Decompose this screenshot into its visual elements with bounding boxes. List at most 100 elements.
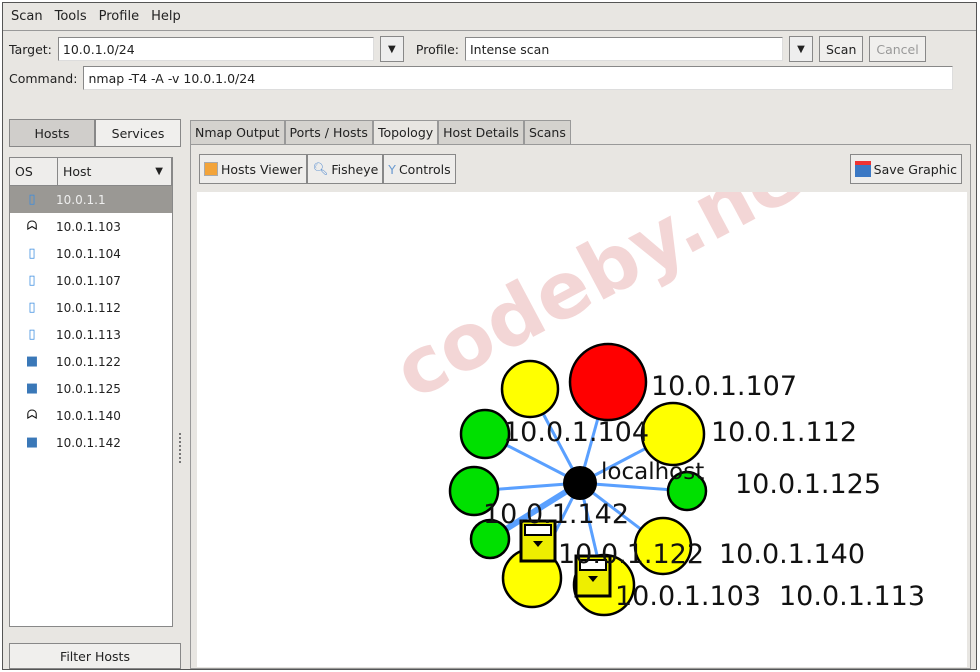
profile-label: Profile: bbox=[415, 41, 459, 57]
floppy-disk-icon bbox=[854, 161, 871, 177]
host-row[interactable]: ᗣ 10.0.1.140 bbox=[10, 402, 172, 429]
host-row[interactable]: ▯ 10.0.1.1 bbox=[10, 186, 172, 213]
save-graphic-label: Save Graphic bbox=[873, 161, 957, 177]
node-label: 10.0.1.142 bbox=[483, 499, 629, 530]
host-node[interactable] bbox=[640, 401, 706, 467]
linux-icon: ᗣ bbox=[26, 408, 38, 423]
node-label: 10.0.1.107 bbox=[651, 371, 797, 402]
host-row[interactable]: ᗣ 10.0.1.103 bbox=[10, 213, 172, 240]
tab-host-details[interactable]: Host Details bbox=[438, 120, 524, 144]
pane-resize-handle[interactable] bbox=[179, 433, 181, 463]
hosts-panel: Hosts Services OS Host ▼ ▯ 10.0.1.1 ᗣ 10.0.1… bbox=[9, 119, 181, 669]
target-input[interactable]: 10.0.1.0/24 bbox=[57, 37, 374, 61]
save-graphic-button[interactable]: Save Graphic bbox=[849, 154, 962, 184]
host-node[interactable] bbox=[568, 342, 648, 422]
menu-profile[interactable]: Profile bbox=[98, 9, 140, 24]
topology-panel: Hosts Viewer 🔍︎ Fisheye Y Controls Save Gr… bbox=[190, 144, 971, 669]
chevron-down-icon: ▼ bbox=[388, 43, 396, 55]
tab-nmap-output[interactable]: Nmap Output bbox=[190, 120, 285, 144]
scan-button[interactable]: Scan bbox=[818, 36, 864, 62]
hosts-tab[interactable]: Hosts bbox=[9, 119, 95, 147]
command-input[interactable]: nmap -T4 -A -v 10.0.1.0/24 bbox=[83, 66, 954, 90]
controls-icon: Y bbox=[388, 161, 396, 177]
host-row[interactable]: ■ 10.0.1.125 bbox=[10, 375, 172, 402]
node-label: 10.0.1.112 bbox=[711, 417, 857, 448]
host-node[interactable] bbox=[666, 470, 708, 512]
target-dropdown[interactable]: ▼ bbox=[379, 36, 404, 62]
filter-hosts-button[interactable]: Filter Hosts bbox=[9, 643, 181, 669]
os-column-header[interactable]: OS bbox=[10, 158, 58, 185]
localhost-node[interactable] bbox=[563, 466, 597, 500]
fisheye-label: Fisheye bbox=[331, 161, 379, 177]
mac-icon: ▯ bbox=[28, 273, 36, 288]
menu-scan[interactable]: Scan bbox=[11, 9, 43, 24]
topology-canvas[interactable]: codeby.net 10.0.1.107 10.0.1.112 10.0.1.104… bbox=[197, 192, 967, 667]
cancel-button[interactable]: Cancel bbox=[869, 36, 926, 62]
host-node[interactable] bbox=[633, 516, 693, 576]
tab-topology[interactable]: Topology bbox=[372, 120, 439, 144]
host-node[interactable] bbox=[469, 518, 511, 560]
mac-icon: ▯ bbox=[28, 192, 36, 207]
host-ip: 10.0.1.107 bbox=[56, 273, 121, 288]
tab-ports-hosts[interactable]: Ports / Hosts bbox=[284, 120, 373, 144]
node-label: 10.0.1.122 bbox=[558, 539, 704, 570]
node-label: 10.0.1.140 bbox=[719, 539, 865, 570]
macos-server-icon: ■ bbox=[25, 354, 39, 369]
host-ip: 10.0.1.125 bbox=[56, 381, 121, 396]
host-row[interactable]: ▯ 10.0.1.107 bbox=[10, 267, 172, 294]
mac-icon: ▯ bbox=[28, 327, 36, 342]
sort-arrow-icon: ▼ bbox=[155, 166, 163, 177]
firewall-lock-icon bbox=[574, 554, 612, 598]
macos-server-icon: ■ bbox=[25, 435, 39, 450]
command-label: Command: bbox=[9, 70, 78, 86]
profile-select[interactable]: Intense scan bbox=[464, 37, 783, 61]
mac-icon: ▯ bbox=[28, 300, 36, 315]
hosts-viewer-button[interactable]: Hosts Viewer bbox=[199, 154, 308, 184]
localhost-label: localhost bbox=[601, 459, 704, 485]
host-row[interactable]: ▯ 10.0.1.113 bbox=[10, 321, 172, 348]
host-node[interactable] bbox=[448, 465, 500, 517]
hosts-viewer-icon bbox=[204, 162, 218, 176]
host-ip: 10.0.1.103 bbox=[56, 219, 121, 234]
host-ip: 10.0.1.142 bbox=[56, 435, 121, 450]
controls-button[interactable]: Y Controls bbox=[383, 154, 456, 184]
host-column-header[interactable]: Host ▼ bbox=[58, 158, 172, 185]
mac-icon: ▯ bbox=[28, 246, 36, 261]
host-row[interactable]: ■ 10.0.1.122 bbox=[10, 348, 172, 375]
host-ip: 10.0.1.113 bbox=[56, 327, 121, 342]
chevron-down-icon: ▼ bbox=[797, 43, 805, 55]
result-tabs: Nmap Output Ports / Hosts Topology Host … bbox=[190, 120, 571, 144]
host-ip: 10.0.1.140 bbox=[56, 408, 121, 423]
node-label: 10.0.1.103 bbox=[615, 581, 761, 612]
tab-scans[interactable]: Scans bbox=[523, 120, 571, 144]
host-node[interactable] bbox=[500, 359, 560, 419]
menu-tools[interactable]: Tools bbox=[54, 9, 87, 24]
firewall-lock-icon bbox=[519, 519, 557, 563]
host-row[interactable]: ▯ 10.0.1.104 bbox=[10, 240, 172, 267]
node-label: 10.0.1.125 bbox=[735, 469, 881, 500]
host-row[interactable]: ■ 10.0.1.142 bbox=[10, 429, 172, 456]
host-list: OS Host ▼ ▯ 10.0.1.1 ᗣ 10.0.1.103 ▯ 10.0.1.104… bbox=[9, 157, 173, 627]
magnifier-icon: 🔍︎ bbox=[312, 161, 329, 176]
host-row[interactable]: ▯ 10.0.1.112 bbox=[10, 294, 172, 321]
services-tab[interactable]: Services bbox=[95, 119, 181, 147]
profile-dropdown[interactable]: ▼ bbox=[788, 36, 813, 62]
target-label: Target: bbox=[9, 41, 52, 57]
fisheye-button[interactable]: 🔍︎ Fisheye bbox=[307, 154, 384, 184]
hosts-viewer-label: Hosts Viewer bbox=[221, 161, 303, 177]
host-node[interactable] bbox=[459, 408, 511, 460]
linux-icon: ᗣ bbox=[26, 219, 38, 234]
host-ip: 10.0.1.122 bbox=[56, 354, 121, 369]
host-ip: 10.0.1.112 bbox=[56, 300, 121, 315]
menu-help[interactable]: Help bbox=[151, 9, 181, 24]
controls-label: Controls bbox=[398, 161, 451, 177]
host-ip: 10.0.1.1 bbox=[56, 192, 106, 207]
topology-graph[interactable]: codeby.net10.0.1.10710.0.1.11210.0.1.104… bbox=[197, 192, 967, 667]
macos-server-icon: ■ bbox=[25, 381, 39, 396]
menu-bar: Scan Tools Profile Help bbox=[3, 3, 976, 31]
node-label: 10.0.1.113 bbox=[779, 581, 925, 612]
host-ip: 10.0.1.104 bbox=[56, 246, 121, 261]
node-label: 10.0.1.104 bbox=[503, 417, 649, 448]
host-column-label: Host bbox=[63, 164, 92, 179]
